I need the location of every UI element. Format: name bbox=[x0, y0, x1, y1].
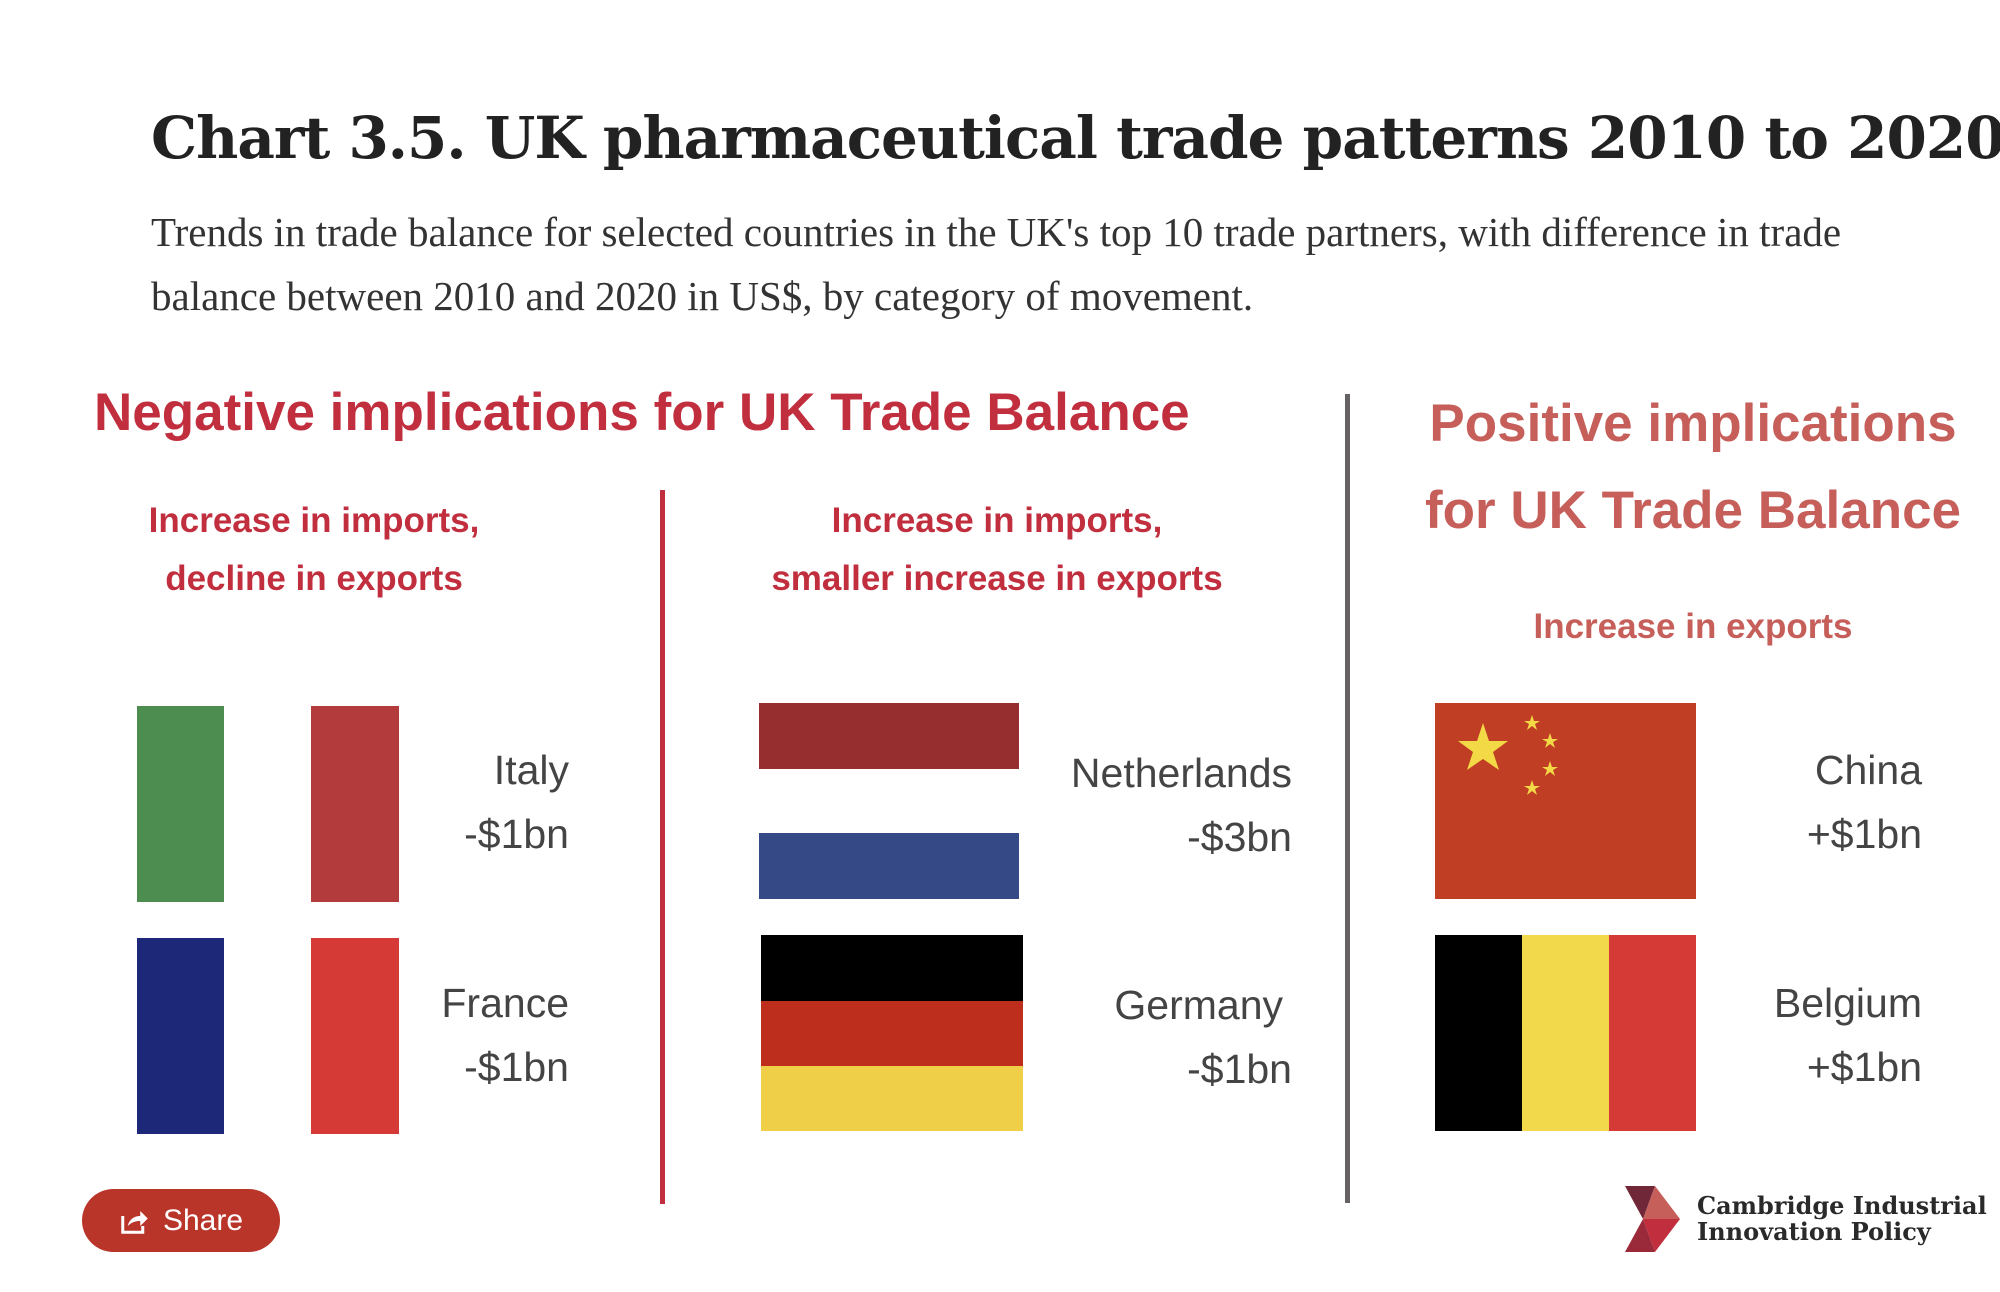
italy-flag-green-stripe bbox=[137, 706, 224, 902]
share-icon bbox=[121, 1210, 148, 1234]
cambridge-logo: Cambridge Industrial Innovation Policy bbox=[1625, 1186, 1987, 1252]
country-name: Belgium bbox=[1773, 980, 1922, 1026]
category-line2: smaller increase in exports bbox=[771, 559, 1223, 598]
category-line1: Increase in imports, bbox=[831, 501, 1163, 540]
cambridge-chevron-logo-icon bbox=[1625, 1186, 1680, 1252]
positive-implications-heading: Positive implications for UK Trade Balan… bbox=[1380, 380, 2000, 554]
country-value: -$3bn bbox=[1187, 814, 1292, 860]
netherlands-flag-red-stripe bbox=[759, 703, 1019, 769]
france-flag-red-stripe bbox=[311, 938, 399, 1134]
category-line1: Increase in imports, bbox=[148, 501, 480, 540]
country-value: -$1bn bbox=[464, 1044, 569, 1090]
section-divider bbox=[1345, 394, 1350, 1203]
country-name: Italy bbox=[493, 747, 569, 793]
category-decline-exports: Increase in imports, decline in exports bbox=[60, 492, 568, 608]
country-value: +$1bn bbox=[1806, 1044, 1922, 1090]
category-divider bbox=[660, 490, 665, 1204]
positive-heading-line1: Positive implications bbox=[1429, 394, 1957, 453]
country-name: Netherlands bbox=[1070, 750, 1292, 796]
share-button[interactable]: Share bbox=[82, 1189, 280, 1252]
china-flag bbox=[1435, 703, 1696, 899]
positive-heading-line2: for UK Trade Balance bbox=[1424, 481, 1962, 540]
logo-line1: Cambridge Industrial bbox=[1697, 1191, 1987, 1220]
france-flag-blue-stripe bbox=[137, 938, 224, 1134]
germany-flag-black-stripe bbox=[761, 935, 1023, 1001]
netherlands-flag-blue-stripe bbox=[759, 833, 1019, 899]
country-value: +$1bn bbox=[1806, 811, 1922, 857]
share-label: Share bbox=[162, 1203, 244, 1237]
country-name: China bbox=[1814, 747, 1922, 793]
country-value: -$1bn bbox=[464, 811, 569, 857]
china-flag-stars-icon bbox=[1458, 715, 1558, 795]
country-value: -$1bn bbox=[1187, 1046, 1292, 1092]
category-increase-exports: Increase in exports bbox=[1533, 607, 1853, 646]
germany-flag-gold-stripe bbox=[761, 1066, 1023, 1131]
france-label: France -$1bn bbox=[380, 971, 569, 1099]
germany-flag-red-stripe bbox=[761, 1001, 1023, 1066]
italy-flag-red-stripe bbox=[311, 706, 399, 902]
chart-title: Chart 3.5. UK pharmaceutical trade patte… bbox=[151, 104, 2000, 172]
china-label: China +$1bn bbox=[1720, 738, 1922, 866]
logo-text: Cambridge Industrial Innovation Policy bbox=[1697, 1193, 1987, 1245]
logo-line2: Innovation Policy bbox=[1697, 1217, 1931, 1246]
belgium-flag-black-stripe bbox=[1435, 935, 1522, 1131]
belgium-flag-yellow-stripe bbox=[1522, 935, 1609, 1131]
category-smaller-increase-exports: Increase in imports, smaller increase in… bbox=[690, 492, 1304, 608]
country-name: France bbox=[441, 980, 569, 1026]
chart-subtitle: Trends in trade balance for selected cou… bbox=[151, 209, 1842, 319]
negative-implications-heading: Negative implications for UK Trade Balan… bbox=[94, 383, 1190, 442]
netherlands-label: Netherlands -$3bn bbox=[1040, 741, 1292, 869]
belgium-flag-red-stripe bbox=[1609, 935, 1696, 1131]
category-line2: decline in exports bbox=[165, 559, 463, 598]
country-name: Germany bbox=[1114, 982, 1283, 1028]
belgium-label: Belgium +$1bn bbox=[1720, 971, 1922, 1099]
germany-label: Germany -$1bn bbox=[1040, 973, 1292, 1101]
italy-label: Italy -$1bn bbox=[380, 738, 569, 866]
